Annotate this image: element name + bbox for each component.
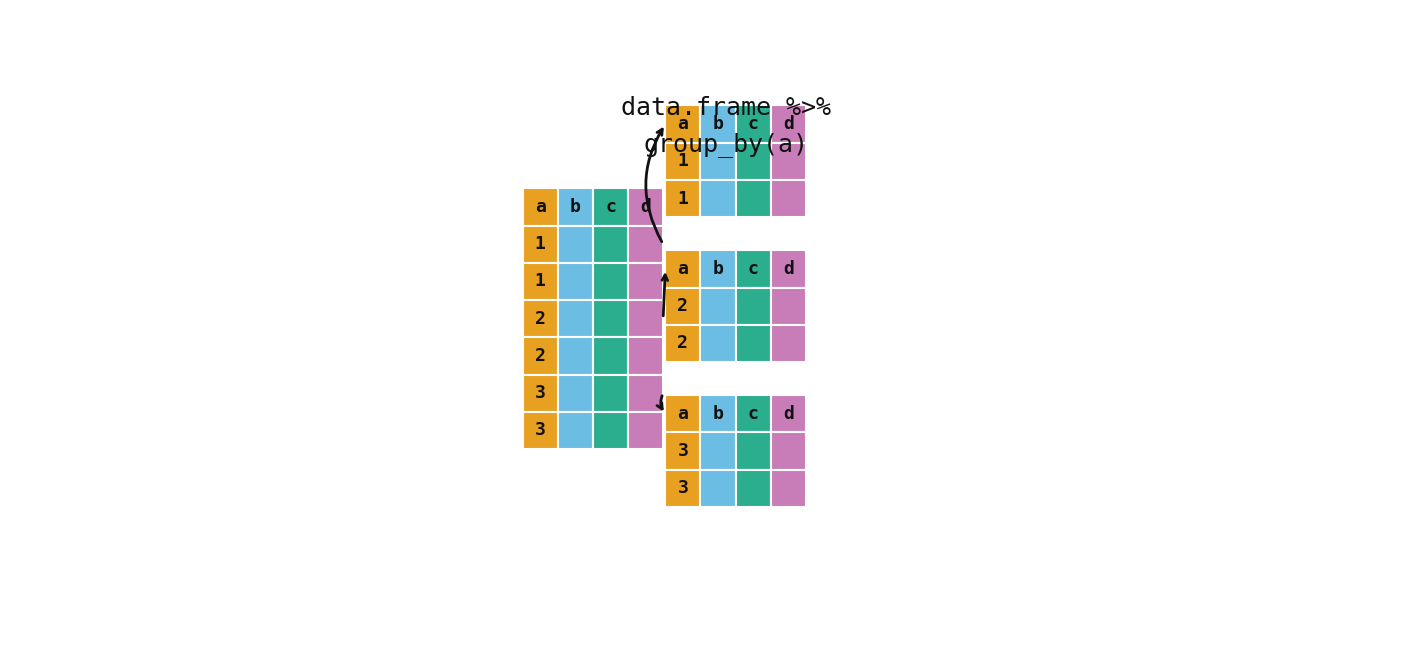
- Bar: [701, 288, 735, 325]
- Text: c: c: [748, 260, 759, 278]
- Bar: [735, 288, 770, 325]
- Bar: [666, 395, 701, 433]
- Bar: [666, 106, 701, 142]
- Text: 1: 1: [677, 190, 688, 208]
- Bar: [770, 288, 806, 325]
- Bar: [666, 433, 701, 470]
- Text: a: a: [677, 115, 688, 133]
- Bar: [701, 106, 735, 142]
- Text: d: d: [640, 198, 651, 216]
- Bar: [629, 337, 663, 374]
- Text: 1: 1: [535, 272, 545, 290]
- Bar: [558, 337, 593, 374]
- Text: 1: 1: [677, 153, 688, 171]
- Bar: [666, 142, 701, 180]
- Text: c: c: [605, 198, 616, 216]
- Text: b: b: [712, 115, 724, 133]
- Bar: [593, 188, 629, 226]
- Bar: [770, 251, 806, 288]
- Bar: [523, 412, 558, 449]
- Bar: [770, 470, 806, 507]
- Bar: [701, 395, 735, 433]
- Bar: [593, 337, 629, 374]
- Text: c: c: [748, 405, 759, 423]
- Bar: [558, 374, 593, 412]
- Text: 3: 3: [677, 442, 688, 460]
- Bar: [770, 106, 806, 142]
- Bar: [735, 325, 770, 362]
- Bar: [735, 395, 770, 433]
- Bar: [523, 337, 558, 374]
- Text: 2: 2: [677, 297, 688, 315]
- Bar: [629, 226, 663, 263]
- Text: c: c: [748, 115, 759, 133]
- Text: 3: 3: [535, 384, 545, 402]
- Bar: [701, 325, 735, 362]
- Bar: [629, 263, 663, 300]
- Bar: [770, 325, 806, 362]
- Bar: [523, 300, 558, 337]
- Bar: [629, 374, 663, 412]
- Text: b: b: [712, 260, 724, 278]
- Bar: [735, 142, 770, 180]
- Text: data.frame %>%: data.frame %>%: [620, 96, 831, 120]
- Text: 1: 1: [535, 235, 545, 253]
- Bar: [666, 470, 701, 507]
- Text: group_by(a): group_by(a): [643, 132, 809, 157]
- Bar: [735, 180, 770, 217]
- Bar: [629, 300, 663, 337]
- Text: d: d: [783, 405, 794, 423]
- Bar: [629, 188, 663, 226]
- Bar: [523, 188, 558, 226]
- Bar: [701, 251, 735, 288]
- Text: d: d: [783, 260, 794, 278]
- Bar: [558, 300, 593, 337]
- Bar: [629, 412, 663, 449]
- Bar: [523, 374, 558, 412]
- Bar: [701, 180, 735, 217]
- Bar: [770, 395, 806, 433]
- Bar: [558, 188, 593, 226]
- Bar: [701, 433, 735, 470]
- Text: 2: 2: [535, 310, 545, 328]
- Bar: [523, 263, 558, 300]
- Text: b: b: [569, 198, 581, 216]
- Bar: [593, 374, 629, 412]
- Text: 3: 3: [535, 421, 545, 439]
- Bar: [770, 433, 806, 470]
- Bar: [593, 226, 629, 263]
- Bar: [701, 142, 735, 180]
- Text: 2: 2: [535, 347, 545, 365]
- Bar: [593, 300, 629, 337]
- Text: a: a: [535, 198, 545, 216]
- Text: a: a: [677, 405, 688, 423]
- Bar: [770, 180, 806, 217]
- Bar: [666, 325, 701, 362]
- Text: b: b: [712, 405, 724, 423]
- Bar: [666, 180, 701, 217]
- Bar: [558, 412, 593, 449]
- Bar: [735, 106, 770, 142]
- Text: d: d: [783, 115, 794, 133]
- Bar: [735, 433, 770, 470]
- Bar: [770, 142, 806, 180]
- Text: 3: 3: [677, 479, 688, 497]
- Bar: [558, 263, 593, 300]
- Bar: [593, 263, 629, 300]
- Bar: [666, 288, 701, 325]
- Bar: [593, 412, 629, 449]
- Bar: [735, 251, 770, 288]
- Text: 2: 2: [677, 335, 688, 353]
- Bar: [666, 251, 701, 288]
- Bar: [735, 470, 770, 507]
- Bar: [523, 226, 558, 263]
- Text: a: a: [677, 260, 688, 278]
- Bar: [558, 226, 593, 263]
- Bar: [701, 470, 735, 507]
